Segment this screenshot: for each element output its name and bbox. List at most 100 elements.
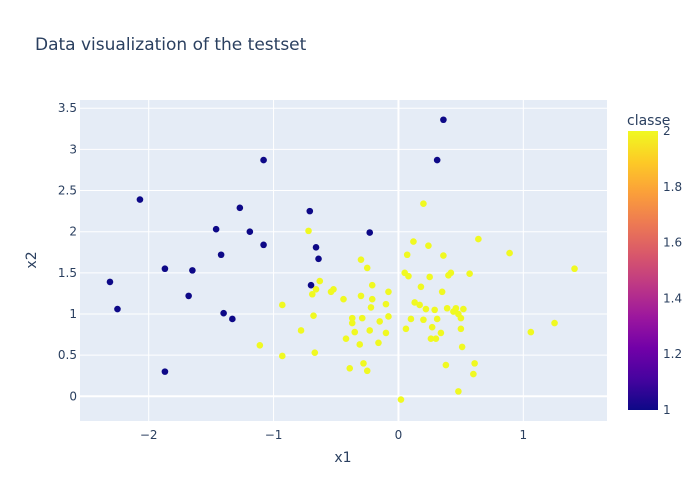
data-point-classe-1	[236, 204, 244, 212]
data-point-classe-2	[363, 264, 371, 272]
y-tick-label: 2.5	[58, 184, 77, 198]
data-point-classe-1	[433, 156, 441, 164]
data-point-classe-2	[376, 318, 384, 325]
data-point-classe-2	[385, 313, 392, 320]
data-point-classe-1	[136, 196, 144, 203]
data-point-classe-2	[411, 299, 418, 306]
data-point-classe-1	[315, 255, 322, 263]
data-point-classe-2	[422, 305, 430, 313]
data-point-classe-2	[445, 272, 452, 279]
data-point-classe-2	[470, 370, 477, 378]
data-point-classe-1	[306, 207, 314, 215]
plot-area	[80, 100, 607, 421]
data-point-classe-2	[311, 349, 319, 356]
data-point-classe-2	[442, 361, 450, 369]
data-point-classe-1	[106, 278, 114, 286]
data-point-classe-2	[527, 328, 535, 336]
y-axis-ticks: 0 0.5 1 1.5 2 2.5 3 3.5	[58, 101, 77, 403]
colorbar-tick-label: 1.4	[663, 291, 682, 305]
data-point-classe-1	[260, 156, 267, 164]
data-point-classe-2	[348, 319, 356, 327]
colorbar-title: classe	[627, 113, 670, 129]
data-point-classe-2	[410, 238, 417, 245]
colorbar-tick-label: 1.2	[663, 347, 682, 361]
data-point-classe-1	[189, 267, 196, 274]
data-point-classe-2	[506, 249, 513, 257]
data-point-classe-1	[229, 315, 236, 323]
data-point-classe-1	[246, 228, 254, 235]
data-point-classe-2	[466, 270, 473, 277]
x-tick-label: 1	[520, 428, 528, 442]
data-point-classe-2	[458, 343, 466, 351]
data-point-classe-2	[450, 308, 457, 315]
y-tick-label: 0	[69, 389, 77, 403]
data-point-classe-2	[551, 319, 558, 327]
data-point-classe-2	[433, 315, 441, 323]
data-point-classe-2	[438, 288, 446, 296]
x-axis-ticks: −2 −1 0 1	[140, 428, 527, 442]
data-point-classe-2	[256, 341, 264, 349]
data-point-classe-2	[363, 367, 371, 375]
x-tick-label: −2	[140, 428, 158, 442]
y-axis-title: x2	[24, 251, 40, 268]
data-point-classe-2	[417, 283, 425, 291]
data-point-classe-2	[358, 314, 366, 322]
data-point-classe-2	[342, 335, 350, 342]
data-points	[106, 116, 578, 403]
data-point-classe-2	[443, 304, 451, 312]
data-point-classe-2	[351, 328, 359, 336]
data-point-classe-2	[279, 301, 286, 309]
x-axis-title: x1	[334, 450, 351, 466]
data-point-classe-2	[420, 316, 427, 324]
colorbar-tick-label: 1.8	[663, 180, 682, 194]
data-point-classe-2	[348, 314, 356, 322]
data-point-classe-2	[402, 325, 410, 333]
data-point-classe-2	[416, 301, 423, 309]
data-point-classe-1	[185, 292, 192, 300]
data-point-classe-2	[310, 312, 317, 319]
data-point-classe-2	[457, 325, 465, 333]
y-tick-label: 1	[69, 307, 77, 321]
data-point-classe-1	[440, 116, 447, 124]
data-point-classe-2	[368, 295, 376, 303]
data-point-classe-2	[460, 305, 467, 313]
data-point-classe-2	[397, 396, 405, 403]
data-point-classe-2	[366, 327, 374, 334]
data-point-classe-2	[432, 335, 440, 342]
data-point-classe-2	[425, 242, 432, 249]
data-point-classe-2	[385, 288, 392, 296]
data-point-classe-2	[375, 339, 382, 347]
data-point-classe-2	[431, 306, 438, 314]
data-point-classe-2	[279, 352, 286, 360]
chart-title: Data visualization of the testset	[35, 35, 307, 55]
data-point-classe-1	[260, 241, 267, 249]
colorbar-tick-label: 2	[663, 124, 671, 138]
x-tick-label: 0	[395, 428, 403, 442]
data-point-classe-2	[427, 335, 435, 342]
data-point-classe-2	[327, 288, 335, 296]
data-point-classe-2	[308, 290, 316, 298]
data-point-classe-2	[305, 227, 312, 235]
data-point-classe-2	[340, 295, 347, 303]
colorbar-ticks: 1 1.2 1.4 1.6 1.8 2	[663, 124, 682, 417]
data-point-classe-2	[368, 281, 376, 289]
y-tick-label: 3.5	[58, 101, 77, 115]
data-point-classe-2	[356, 341, 364, 348]
data-point-classe-2	[312, 286, 320, 293]
data-point-classe-2	[428, 323, 436, 331]
data-point-classe-1	[114, 305, 121, 313]
data-point-classe-2	[440, 252, 447, 259]
data-point-classe-2	[297, 327, 305, 334]
y-tick-label: 3	[69, 142, 77, 156]
data-point-classe-2	[405, 272, 412, 280]
data-point-classe-2	[455, 388, 462, 395]
y-tick-label: 2	[69, 225, 77, 239]
data-point-classe-2	[346, 365, 354, 372]
data-point-classe-2	[367, 304, 375, 311]
colorbar-tick-label: 1	[663, 403, 671, 417]
data-point-classe-2	[357, 256, 365, 263]
data-point-classe-1	[312, 244, 320, 251]
data-point-classe-2	[437, 329, 445, 337]
x-tick-label: −1	[265, 428, 283, 442]
data-point-classe-2	[360, 360, 367, 367]
